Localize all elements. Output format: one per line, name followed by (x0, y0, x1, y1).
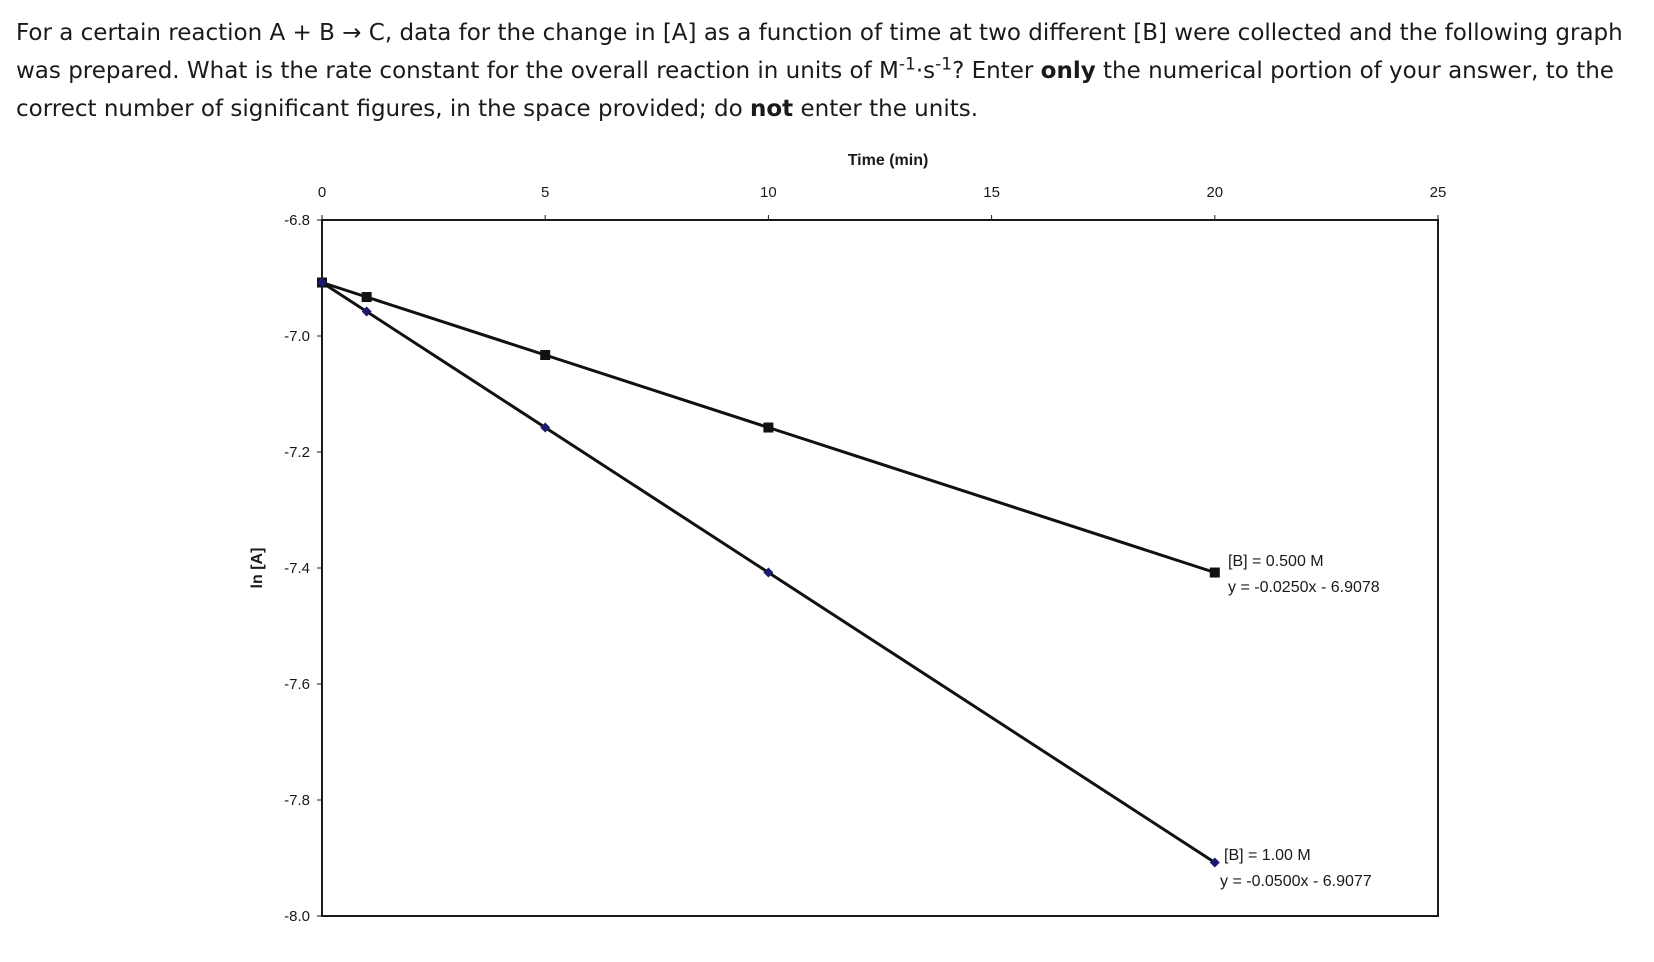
y-tick-label: -7.8 (284, 792, 310, 809)
series-2-equation: y = -0.0500x - 6.9077 (1220, 873, 1372, 890)
x-tick-label: 15 (983, 184, 1000, 201)
series-2-point (317, 277, 327, 288)
question-part-3: ? Enter (952, 58, 1041, 84)
x-tick-label: 5 (541, 184, 549, 201)
annotation-series-2: [B] = 1.00 M y = -0.0500x - 6.9077 (1220, 847, 1372, 890)
y-tick-label: -7.0 (284, 328, 310, 345)
series-1-point (361, 292, 372, 303)
y-tick-label: -7.6 (284, 676, 310, 693)
series-2-point (361, 306, 372, 317)
x-tick-label: 25 (1430, 184, 1447, 201)
x-axis-title: Time (min) (848, 152, 929, 169)
y-axis-ticks: -6.8 -7.0 -7.2 -7.4 -7.6 -7.8 -8.0 (284, 212, 322, 925)
question-text: For a certain reaction A + B → C, data f… (16, 14, 1641, 128)
series-1-point (1209, 567, 1220, 578)
question-paragraph: For a certain reaction A + B → C, data f… (16, 14, 1641, 128)
series-1-equation: y = -0.0250x - 6.9078 (1228, 579, 1380, 596)
question-bold-not: not (749, 96, 794, 122)
question-sup-2: -1 (935, 54, 953, 75)
series-2-point (763, 567, 774, 578)
y-tick-label: -8.0 (284, 908, 310, 925)
y-tick-label: -7.4 (284, 560, 310, 577)
series-layer (317, 277, 1220, 868)
series-1-point (763, 422, 774, 433)
question-part-1: For a certain reaction A + B → C, data f… (16, 20, 1623, 84)
question-bold-only: only (1040, 58, 1096, 84)
annotation-series-1: [B] = 0.500 M y = -0.0250x - 6.9078 (1228, 553, 1380, 596)
series-2-point (540, 422, 551, 433)
x-tick-label: 10 (760, 184, 777, 201)
x-tick-label: 20 (1206, 184, 1223, 201)
question-part-5: enter the units. (793, 96, 979, 122)
series-1-point (540, 350, 551, 361)
series-2-point (1209, 857, 1220, 868)
y-tick-label: -6.8 (284, 212, 310, 229)
series-1-label: [B] = 0.500 M (1228, 553, 1324, 570)
y-tick-label: -7.2 (284, 444, 310, 461)
x-axis-ticks: 0 5 10 15 20 25 (318, 184, 1447, 220)
y-axis-title: ln [A] (249, 548, 266, 589)
question-sup-1: -1 (898, 54, 916, 75)
question-part-4: the numerical portion of your answer, to… (16, 58, 1614, 122)
x-tick-label: 0 (318, 184, 326, 201)
question-part-2: ·s (915, 58, 936, 84)
series-2-label: [B] = 1.00 M (1224, 847, 1311, 864)
